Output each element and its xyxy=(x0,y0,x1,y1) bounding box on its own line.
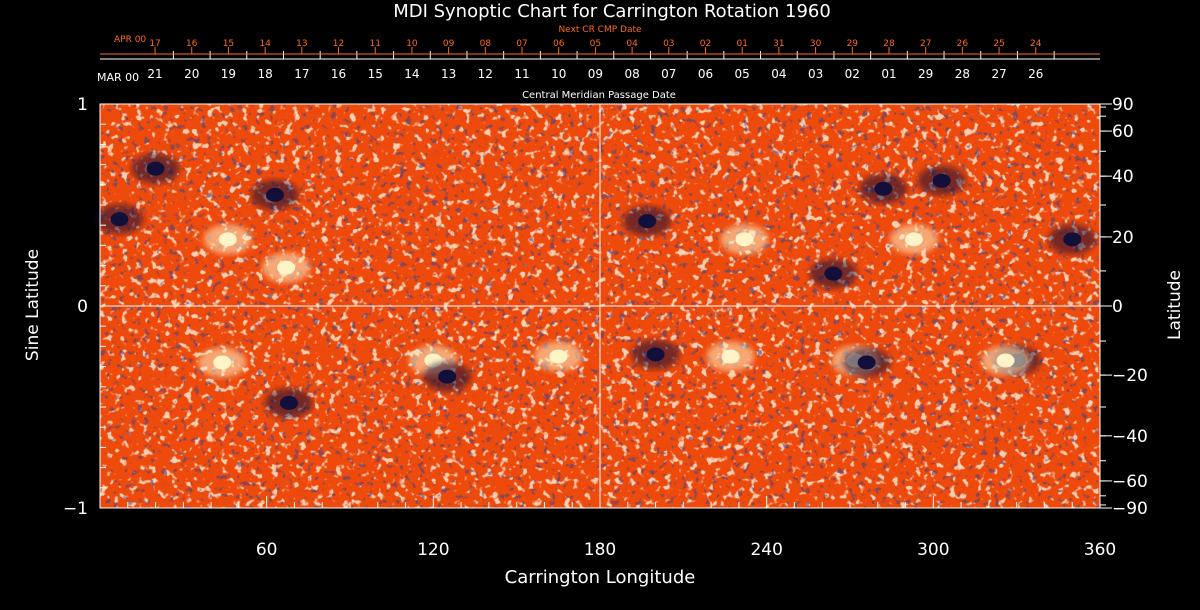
cmp-tick-label: 19 xyxy=(221,67,236,81)
cmp-tick-label: 15 xyxy=(368,67,383,81)
x-axis-label: Carrington Longitude xyxy=(505,567,696,588)
cmp-tick-label: 29 xyxy=(918,67,933,81)
active-region-positive xyxy=(218,232,237,247)
cmp-tick-label: 14 xyxy=(404,67,419,81)
active-region-negative xyxy=(857,355,876,370)
cmp-tick-label: 28 xyxy=(955,67,970,81)
cmp-tick-label: 02 xyxy=(845,67,860,81)
y-tick-label-right: 60 xyxy=(1112,122,1134,142)
next-cr-axis-title: Next CR CMP Date xyxy=(558,25,642,35)
next-cr-tick-label: 01 xyxy=(736,39,747,49)
cmp-tick-label: 16 xyxy=(331,67,346,81)
active-region-positive xyxy=(549,349,568,364)
next-cr-tick-label: 25 xyxy=(993,39,1004,49)
x-tick-label: 300 xyxy=(917,540,949,560)
active-region-negative xyxy=(932,173,951,188)
cmp-tick-label: 21 xyxy=(147,67,162,81)
cmp-tick-label: 01 xyxy=(881,67,896,81)
next-cr-tick-label: 27 xyxy=(920,39,931,49)
cmp-tick-label: 08 xyxy=(624,67,639,81)
next-cr-tick-label: 06 xyxy=(553,39,565,49)
cmp-tick-label: 09 xyxy=(588,67,603,81)
next-cr-tick-label: 26 xyxy=(957,39,969,49)
cmp-tick-label: 18 xyxy=(257,67,272,81)
y-tick-label-left: −1 xyxy=(63,499,88,519)
y-tick-label-right: −60 xyxy=(1112,472,1148,492)
cmp-tick-label: 03 xyxy=(808,67,823,81)
next-cr-tick-label: 13 xyxy=(296,39,307,49)
next-cr-tick-label: 04 xyxy=(626,39,638,49)
active-region-negative xyxy=(146,161,165,176)
active-region-positive xyxy=(721,349,740,364)
next-cr-tick-label: 11 xyxy=(370,39,381,49)
cmp-tick-label: 27 xyxy=(991,67,1006,81)
y-tick-label-left: 0 xyxy=(77,297,88,317)
cmp-tick-label: 12 xyxy=(478,67,493,81)
next-cr-tick-label: 17 xyxy=(149,39,160,49)
cmp-tick-label: 04 xyxy=(771,67,786,81)
y-tick-label-right: −90 xyxy=(1112,499,1148,519)
y-tick-label-right: 90 xyxy=(1112,95,1134,115)
next-cr-tick-label: 09 xyxy=(443,39,455,49)
cmp-tick-label: 17 xyxy=(294,67,309,81)
active-region-negative xyxy=(638,214,657,229)
next-cr-tick-label: 16 xyxy=(186,39,198,49)
cmp-tick-label: 10 xyxy=(551,67,566,81)
x-tick-label: 180 xyxy=(584,540,616,560)
active-region-negative xyxy=(824,266,843,281)
next-cr-tick-label: 03 xyxy=(663,39,674,49)
cmp-tick-label: 11 xyxy=(514,67,529,81)
y-axis-label-right: Latitude xyxy=(1165,270,1185,340)
y-tick-label-right: −40 xyxy=(1112,427,1148,447)
cmp-tick-label: 05 xyxy=(735,67,750,81)
active-region-negative xyxy=(438,369,457,384)
cmp-tick-label: 26 xyxy=(1028,67,1043,81)
chart-title: MDI Synoptic Chart for Carrington Rotati… xyxy=(393,1,831,22)
next-cr-tick-label: 14 xyxy=(259,39,271,49)
active-region-positive xyxy=(213,355,232,370)
y-tick-label-left: 1 xyxy=(77,95,88,115)
x-tick-label: 120 xyxy=(417,540,449,560)
cmp-tick-label: 06 xyxy=(698,67,713,81)
next-cr-tick-label: 28 xyxy=(883,39,895,49)
active-region-positive xyxy=(996,353,1015,368)
active-region-negative xyxy=(874,181,893,196)
active-region-negative xyxy=(1063,232,1082,247)
y-tick-label-right: 0 xyxy=(1112,297,1123,317)
next-cr-tick-label: 07 xyxy=(516,39,527,49)
next-cr-month-label: APR 00 xyxy=(114,35,146,45)
x-tick-label: 240 xyxy=(750,540,782,560)
active-region-negative xyxy=(266,187,284,202)
next-cr-tick-label: 31 xyxy=(773,39,784,49)
chart-axes: 60 120 180 240 300 36010−1906040200−20−40−60−… xyxy=(63,39,1148,560)
active-region-positive xyxy=(735,232,754,247)
next-cr-tick-label: 15 xyxy=(223,39,234,49)
cmp-tick-label: 07 xyxy=(661,67,676,81)
active-region-negative xyxy=(646,347,665,362)
cmp-tick-label: 20 xyxy=(184,67,199,81)
active-region-negative xyxy=(110,212,129,227)
y-axis-label-left: Sine Latitude xyxy=(23,249,43,361)
x-tick-label: 360 xyxy=(1084,540,1116,560)
active-region-positive xyxy=(904,232,923,247)
cmp-month-label: MAR 00 xyxy=(97,71,139,84)
next-cr-tick-label: 30 xyxy=(810,39,822,49)
next-cr-tick-label: 29 xyxy=(847,39,859,49)
next-cr-tick-label: 12 xyxy=(333,39,344,49)
cmp-tick-label: 13 xyxy=(441,67,456,81)
next-cr-tick-label: 02 xyxy=(700,39,711,49)
cmp-axis-title: Central Meridian Passage Date xyxy=(522,90,676,101)
next-cr-tick-label: 05 xyxy=(590,39,601,49)
active-region-negative xyxy=(279,395,298,410)
y-tick-label-right: 40 xyxy=(1112,167,1134,187)
next-cr-tick-label: 08 xyxy=(480,39,492,49)
y-tick-label-right: −20 xyxy=(1112,366,1148,386)
next-cr-tick-label: 10 xyxy=(406,39,418,49)
active-region-positive xyxy=(277,260,296,275)
next-cr-tick-label: 24 xyxy=(1030,39,1042,49)
y-tick-label-right: 20 xyxy=(1112,228,1134,248)
x-tick-label: 60 xyxy=(256,540,278,560)
